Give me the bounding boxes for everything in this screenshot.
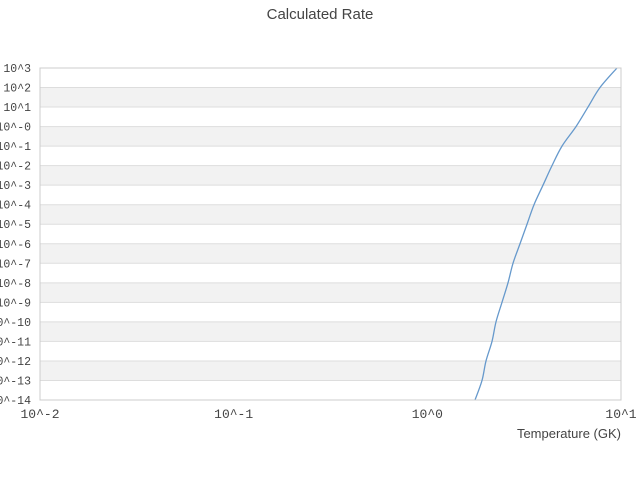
svg-text:10^-3: 10^-3 xyxy=(0,180,31,193)
svg-text:10^-8: 10^-8 xyxy=(0,278,31,291)
svg-text:10^-2: 10^-2 xyxy=(20,407,59,422)
svg-text:10^1: 10^1 xyxy=(3,102,31,115)
svg-text:10^3: 10^3 xyxy=(3,63,31,76)
svg-text:10^-9: 10^-9 xyxy=(0,297,31,310)
svg-text:10^-1: 10^-1 xyxy=(214,407,253,422)
svg-text:10^-0: 10^-0 xyxy=(0,122,31,135)
svg-text:10^1: 10^1 xyxy=(605,407,636,422)
svg-text:10^-12: 10^-12 xyxy=(0,356,31,369)
svg-text:10^-4: 10^-4 xyxy=(0,200,31,213)
svg-text:10^-10: 10^-10 xyxy=(0,317,31,330)
svg-text:10^-13: 10^-13 xyxy=(0,375,31,388)
svg-text:10^0: 10^0 xyxy=(412,407,443,422)
svg-text:10^-11: 10^-11 xyxy=(0,336,31,349)
svg-text:10^2: 10^2 xyxy=(3,83,31,96)
svg-text:10^-5: 10^-5 xyxy=(0,219,31,232)
svg-text:10^-7: 10^-7 xyxy=(0,258,31,271)
svg-text:10^-2: 10^-2 xyxy=(0,161,31,174)
svg-text:10^-1: 10^-1 xyxy=(0,141,31,154)
svg-text:10^-6: 10^-6 xyxy=(0,239,31,252)
